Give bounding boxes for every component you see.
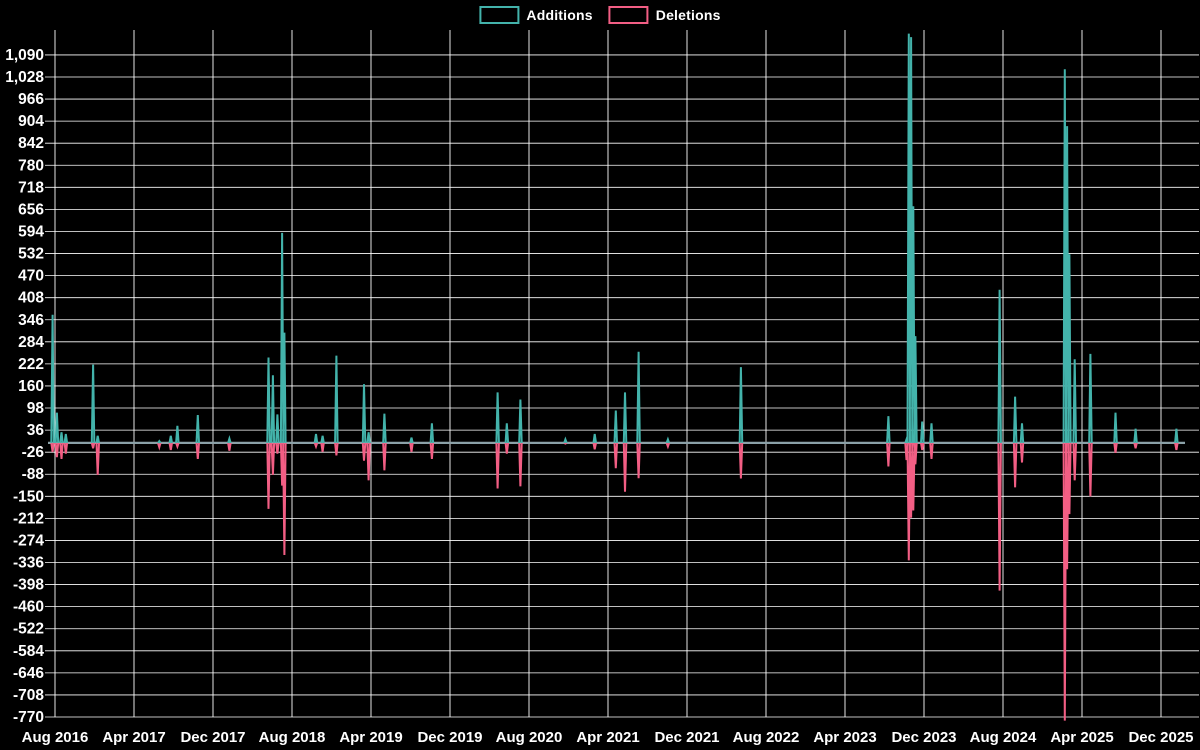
y-tick-label: 966 xyxy=(18,91,44,108)
y-tick-label: 780 xyxy=(18,157,44,174)
y-tick-label: -522 xyxy=(13,621,44,638)
y-tick-label: 98 xyxy=(27,400,45,417)
y-tick-label: -336 xyxy=(13,555,44,572)
y-tick-label: -770 xyxy=(13,709,44,726)
legend-item-deletions[interactable]: Deletions xyxy=(608,6,721,24)
x-tick-label: Apr 2017 xyxy=(102,729,165,746)
y-tick-label: -460 xyxy=(13,599,44,616)
y-tick-label: -274 xyxy=(13,532,44,549)
legend-item-additions[interactable]: Additions xyxy=(479,6,593,24)
y-tick-label: 1,090 xyxy=(5,47,44,64)
x-tick-label: Aug 2024 xyxy=(970,729,1037,746)
y-tick-label: -212 xyxy=(13,510,44,527)
x-tick-label: Aug 2020 xyxy=(496,729,563,746)
y-tick-label: 718 xyxy=(18,179,44,196)
x-tick-label: Dec 2019 xyxy=(417,729,482,746)
x-tick-label: Apr 2021 xyxy=(576,729,639,746)
y-tick-label: 36 xyxy=(27,422,45,439)
y-tick-label: 656 xyxy=(18,201,44,218)
x-tick-label: Dec 2017 xyxy=(180,729,245,746)
x-tick-label: Aug 2022 xyxy=(733,729,800,746)
additions-swatch-icon xyxy=(479,6,520,24)
legend-label-deletions: Deletions xyxy=(655,7,721,23)
y-tick-label: 408 xyxy=(18,290,44,307)
y-tick-label: 1,028 xyxy=(5,69,44,86)
deletions-swatch-icon xyxy=(608,6,649,24)
deletions-line xyxy=(50,442,1179,721)
x-tick-label: Apr 2023 xyxy=(813,729,876,746)
y-tick-label: -646 xyxy=(13,665,44,682)
chart-legend: Additions Deletions xyxy=(479,6,720,24)
y-tick-label: 842 xyxy=(18,135,44,152)
y-tick-label: 222 xyxy=(18,356,44,373)
y-tick-label: -708 xyxy=(13,687,44,704)
y-tick-label: 594 xyxy=(18,223,44,240)
x-tick-label: Aug 2018 xyxy=(259,729,326,746)
y-tick-label: -584 xyxy=(13,643,44,660)
y-tick-label: 532 xyxy=(18,246,44,263)
y-tick-label: 284 xyxy=(18,334,44,351)
y-tick-label: 470 xyxy=(18,268,44,285)
x-tick-label: Dec 2025 xyxy=(1128,729,1193,746)
y-tick-label: 904 xyxy=(18,113,44,130)
y-tick-label: 346 xyxy=(18,312,44,329)
x-tick-label: Apr 2019 xyxy=(339,729,402,746)
y-tick-label: -26 xyxy=(22,444,45,461)
y-tick-label: -150 xyxy=(13,488,44,505)
additions-line xyxy=(50,33,1179,444)
legend-label-additions: Additions xyxy=(526,7,593,23)
x-tick-label: Aug 2016 xyxy=(22,729,89,746)
x-tick-label: Dec 2021 xyxy=(654,729,719,746)
x-tick-label: Dec 2023 xyxy=(891,729,956,746)
y-tick-label: 160 xyxy=(18,378,44,395)
y-tick-label: -398 xyxy=(13,577,44,594)
x-tick-label: Apr 2025 xyxy=(1050,729,1113,746)
y-tick-label: -88 xyxy=(22,466,45,483)
